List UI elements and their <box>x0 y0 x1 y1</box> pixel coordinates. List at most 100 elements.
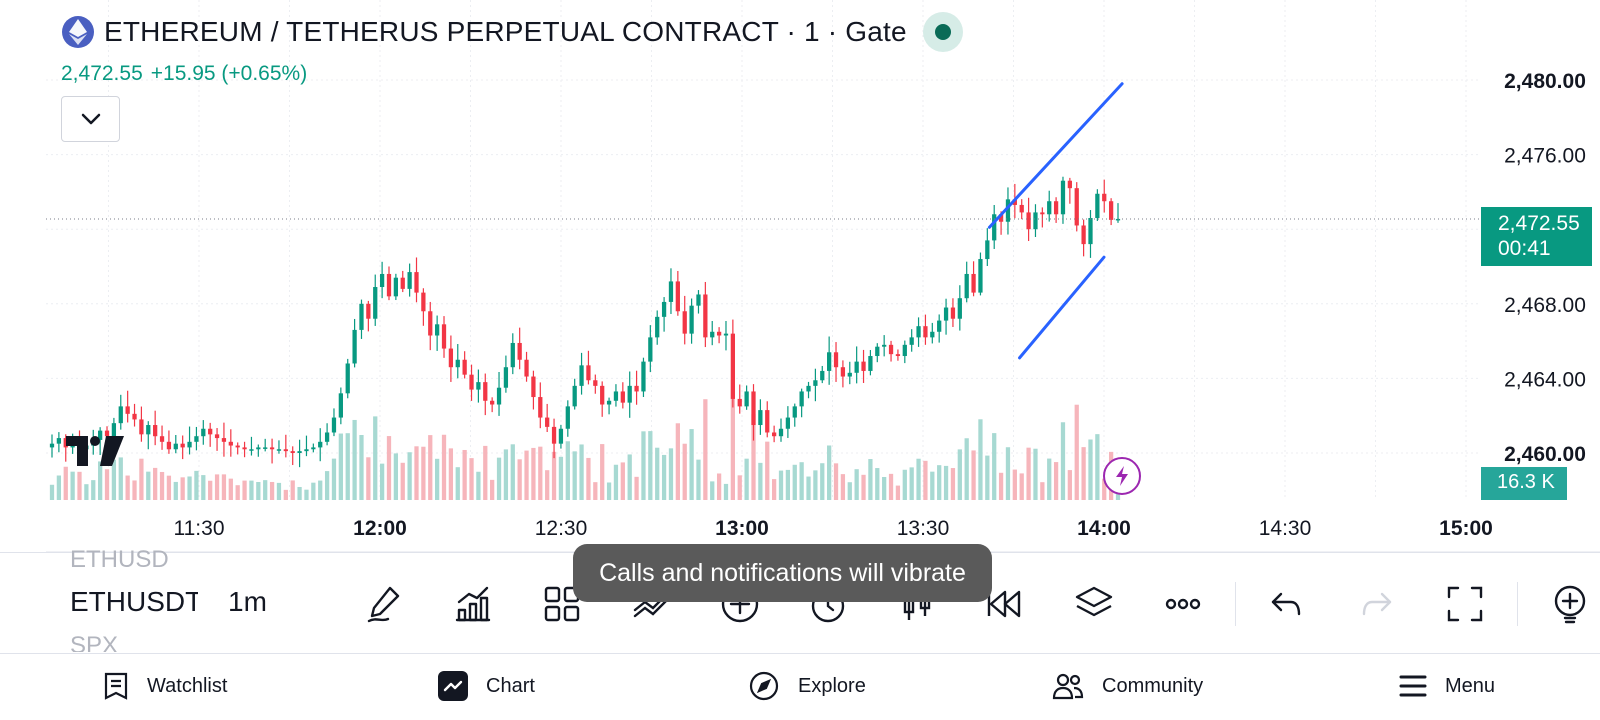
candle-body <box>414 272 419 293</box>
volume-bar <box>833 463 839 500</box>
volume-bar <box>593 482 598 500</box>
price-chart[interactable]: 2,480.00 2,476.00 2,468.00 2,464.00 2,460.00… <box>0 0 1600 552</box>
nav-chart[interactable]: Chart <box>438 668 535 704</box>
candle-body <box>606 400 612 405</box>
candle-body <box>448 348 454 368</box>
candle-body <box>655 316 660 338</box>
more-icon[interactable] <box>1159 580 1207 628</box>
candle-body <box>146 425 151 435</box>
undo-icon[interactable] <box>1263 580 1311 628</box>
candle-body <box>98 430 103 440</box>
candle-body <box>882 344 887 347</box>
candle-body <box>180 443 185 448</box>
volume-bar <box>572 451 577 500</box>
nav-explore[interactable]: Explore <box>748 668 866 704</box>
add-idea-icon[interactable] <box>1546 580 1594 628</box>
volume-bar <box>462 449 467 500</box>
symbol-prev[interactable]: ETHUSD <box>70 546 169 568</box>
candle-body <box>909 337 914 345</box>
candle-body <box>902 344 907 357</box>
volume-bar <box>668 448 674 500</box>
candle-body <box>469 374 474 390</box>
volume-bar <box>386 436 392 500</box>
volume-bar <box>359 434 364 500</box>
volume-bar <box>1026 447 1031 500</box>
trendline[interactable] <box>987 82 1124 229</box>
trendline-drawings[interactable] <box>987 82 1124 360</box>
time-axis-label: 11:30 <box>174 517 225 540</box>
candle-body <box>971 273 976 293</box>
candle-body <box>1081 225 1086 245</box>
candle-body <box>661 301 667 317</box>
volume-bar <box>895 485 901 500</box>
time-axis-label: 13:00 <box>715 517 769 540</box>
candle-body <box>373 287 378 319</box>
price-axis-label: 2,480.00 <box>1504 70 1586 93</box>
volume-bar <box>847 482 852 500</box>
candle-body <box>276 449 282 451</box>
flash-icon[interactable] <box>1103 457 1141 495</box>
candle-body <box>937 320 942 332</box>
pencil-icon[interactable] <box>360 580 408 628</box>
volume-bar <box>345 433 350 500</box>
candle-body <box>895 354 901 357</box>
indicators-icon[interactable] <box>449 580 497 628</box>
symbol-title: ETHEREUM / TETHERUS PERPETUAL CONTRACT ·… <box>104 16 907 47</box>
candle-body <box>593 380 598 386</box>
community-icon <box>1052 673 1084 700</box>
candle-body <box>242 447 247 450</box>
candle-body <box>524 359 529 377</box>
candle-body <box>1060 180 1066 215</box>
market-status-indicator[interactable] <box>922 12 963 52</box>
nav-menu[interactable]: Menu <box>1399 668 1495 704</box>
collapse-legend-button[interactable] <box>61 96 120 142</box>
time-axis[interactable]: 11:30 12:00 12:30 13:00 13:30 14:00 14:30 15:00 <box>174 517 1493 540</box>
volume-bar <box>1115 491 1121 500</box>
candle-body <box>159 436 165 442</box>
nav-community[interactable]: Community <box>1052 668 1203 704</box>
candle-body <box>847 372 852 377</box>
candle-body <box>503 367 509 388</box>
chart-grid <box>46 0 1600 552</box>
volume-bar <box>228 478 233 500</box>
volume-bar <box>875 468 880 500</box>
candle-body <box>173 443 178 450</box>
symbol-current[interactable]: ETHUSDT <box>70 586 198 617</box>
volume-bar <box>716 473 722 500</box>
volume-bars <box>49 380 1121 500</box>
candle-body <box>778 428 784 437</box>
volume-bar <box>551 451 557 500</box>
candle-body <box>324 432 330 442</box>
candle-body <box>118 406 123 424</box>
nav-community-label: Community <box>1102 674 1204 697</box>
candle-body <box>964 273 969 299</box>
candle-body <box>517 342 522 360</box>
time-axis-label: 12:00 <box>353 517 407 540</box>
price-axis[interactable]: 2,480.00 2,476.00 2,468.00 2,464.00 2,460.00 <box>1504 70 1586 466</box>
volume-bar <box>496 457 502 500</box>
candle-body <box>345 363 350 394</box>
trendline[interactable] <box>1018 255 1106 360</box>
candle-body <box>1026 212 1031 230</box>
volume-bar <box>1019 473 1024 500</box>
candle-body <box>545 417 550 427</box>
symbol-header[interactable]: ETHEREUM / TETHERUS PERPETUAL CONTRACT ·… <box>62 12 963 52</box>
current-price-value: 2,472.55 <box>1498 212 1580 235</box>
fullscreen-icon[interactable] <box>1441 580 1489 628</box>
volume-bar <box>888 473 894 500</box>
symbol-next[interactable]: SPX <box>70 632 119 652</box>
market-open-dot <box>934 24 951 40</box>
candle-body <box>421 292 426 312</box>
nav-menu-label: Menu <box>1445 674 1496 697</box>
volume-bar <box>1081 447 1086 500</box>
compass-icon <box>749 671 779 701</box>
layers-icon[interactable] <box>1070 580 1118 628</box>
candle-body <box>104 430 110 437</box>
candle-body <box>689 305 694 334</box>
volume-bar <box>1012 469 1017 500</box>
interval-selector[interactable]: 1m <box>228 586 267 617</box>
candle-body <box>1005 199 1011 222</box>
candle-body <box>393 277 399 297</box>
candle-body <box>166 441 172 450</box>
nav-watchlist[interactable]: Watchlist <box>103 668 227 704</box>
